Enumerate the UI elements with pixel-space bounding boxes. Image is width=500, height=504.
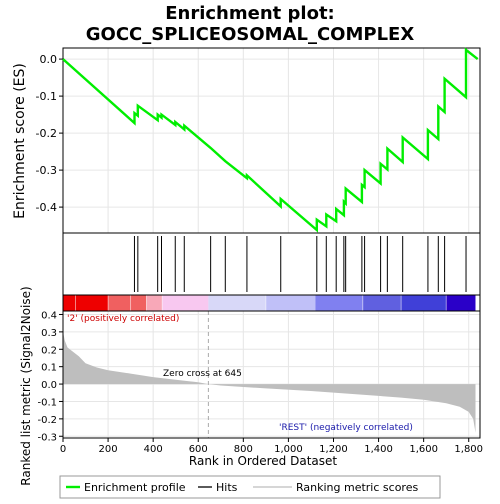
metric-panel-grid bbox=[62, 311, 480, 438]
enrichment-profile-line bbox=[62, 47, 479, 233]
color-bar-segment bbox=[265, 295, 316, 311]
es-y-tick-label: 0.0 bbox=[40, 53, 58, 66]
x-tick-label: 400 bbox=[144, 444, 163, 455]
legend-hits-label: Hits bbox=[216, 481, 238, 494]
x-tick-label: 1,800 bbox=[454, 444, 483, 455]
metric-y-tick-label: -0.1 bbox=[37, 397, 57, 408]
negative-annotation: 'REST' (negatively correlated) bbox=[279, 423, 413, 433]
color-bar-segment bbox=[63, 295, 76, 311]
x-tick-label: 1,600 bbox=[409, 444, 438, 455]
zero-cross-annotation: Zero cross at 645 bbox=[163, 369, 242, 379]
es-panel-grid bbox=[62, 48, 480, 233]
color-bar-segment bbox=[130, 295, 147, 311]
x-tick-label: 1,000 bbox=[274, 444, 303, 455]
es-y-tick-label: -0.2 bbox=[36, 127, 57, 140]
es-y-tick-label: -0.3 bbox=[36, 164, 57, 177]
x-tick-label: 1,400 bbox=[364, 444, 393, 455]
metric-y-tick-label: 0.2 bbox=[41, 345, 57, 356]
es-panel-y-ticks: 0.0 -0.1 -0.2 -0.3 -0.4 bbox=[36, 53, 63, 214]
color-bar-segment bbox=[401, 295, 447, 311]
rank-color-bar bbox=[63, 295, 476, 311]
x-tick-label: 200 bbox=[99, 444, 118, 455]
color-bar-segment bbox=[362, 295, 402, 311]
es-panel-frame bbox=[62, 47, 481, 234]
metric-panel-y-label: Ranked list metric (Signal2Noise) bbox=[19, 286, 33, 485]
chart-title-line1: Enrichment plot: bbox=[165, 3, 335, 24]
metric-y-tick-label: -0.2 bbox=[37, 415, 57, 426]
es-y-tick-label: -0.4 bbox=[36, 201, 57, 214]
ranking-metric-area bbox=[63, 331, 476, 433]
metric-panel-y-ticks: 0.4 0.3 0.2 0.1 0.0 -0.1 -0.2 -0.3 bbox=[37, 310, 63, 443]
hit-marks bbox=[133, 236, 467, 292]
es-y-tick-label: -0.1 bbox=[36, 90, 57, 103]
x-tick-label: 600 bbox=[189, 444, 208, 455]
metric-panel-frame bbox=[62, 310, 481, 439]
color-bar-segment bbox=[108, 295, 131, 311]
x-axis-label: Rank in Ordered Dataset bbox=[189, 454, 337, 468]
color-bar-segment bbox=[162, 295, 209, 311]
metric-y-tick-label: 0.3 bbox=[41, 328, 57, 339]
color-bar-segment bbox=[75, 295, 109, 311]
es-panel-y-label: Enrichment score (ES) bbox=[12, 63, 28, 219]
x-tick-label: 0 bbox=[60, 444, 66, 455]
color-bar-segment bbox=[146, 295, 163, 311]
metric-y-tick-label: 0.0 bbox=[41, 380, 57, 391]
metric-y-tick-label: 0.1 bbox=[41, 363, 57, 374]
color-bar-segment bbox=[208, 295, 266, 311]
x-tick-label: 800 bbox=[234, 444, 253, 455]
x-tick-label: 1,200 bbox=[319, 444, 348, 455]
positive-annotation: '2' (positively correlated) bbox=[67, 314, 179, 324]
x-axis-ticks: 0 200 400 600 800 1,000 1,200 1,400 1,600 1,800 bbox=[60, 438, 483, 455]
hits-panel-frame bbox=[62, 232, 481, 296]
metric-y-tick-label: 0.4 bbox=[41, 310, 57, 321]
metric-y-tick-label: -0.3 bbox=[37, 432, 57, 443]
chart-title-line2: GOCC_SPLICEOSOMAL_COMPLEX bbox=[86, 24, 415, 45]
legend-enrichment-label: Enrichment profile bbox=[84, 481, 186, 494]
legend-metric-label: Ranking metric scores bbox=[296, 481, 418, 494]
color-bar-segment bbox=[315, 295, 363, 311]
color-bar-segment bbox=[446, 295, 476, 311]
legend-box bbox=[59, 475, 441, 499]
